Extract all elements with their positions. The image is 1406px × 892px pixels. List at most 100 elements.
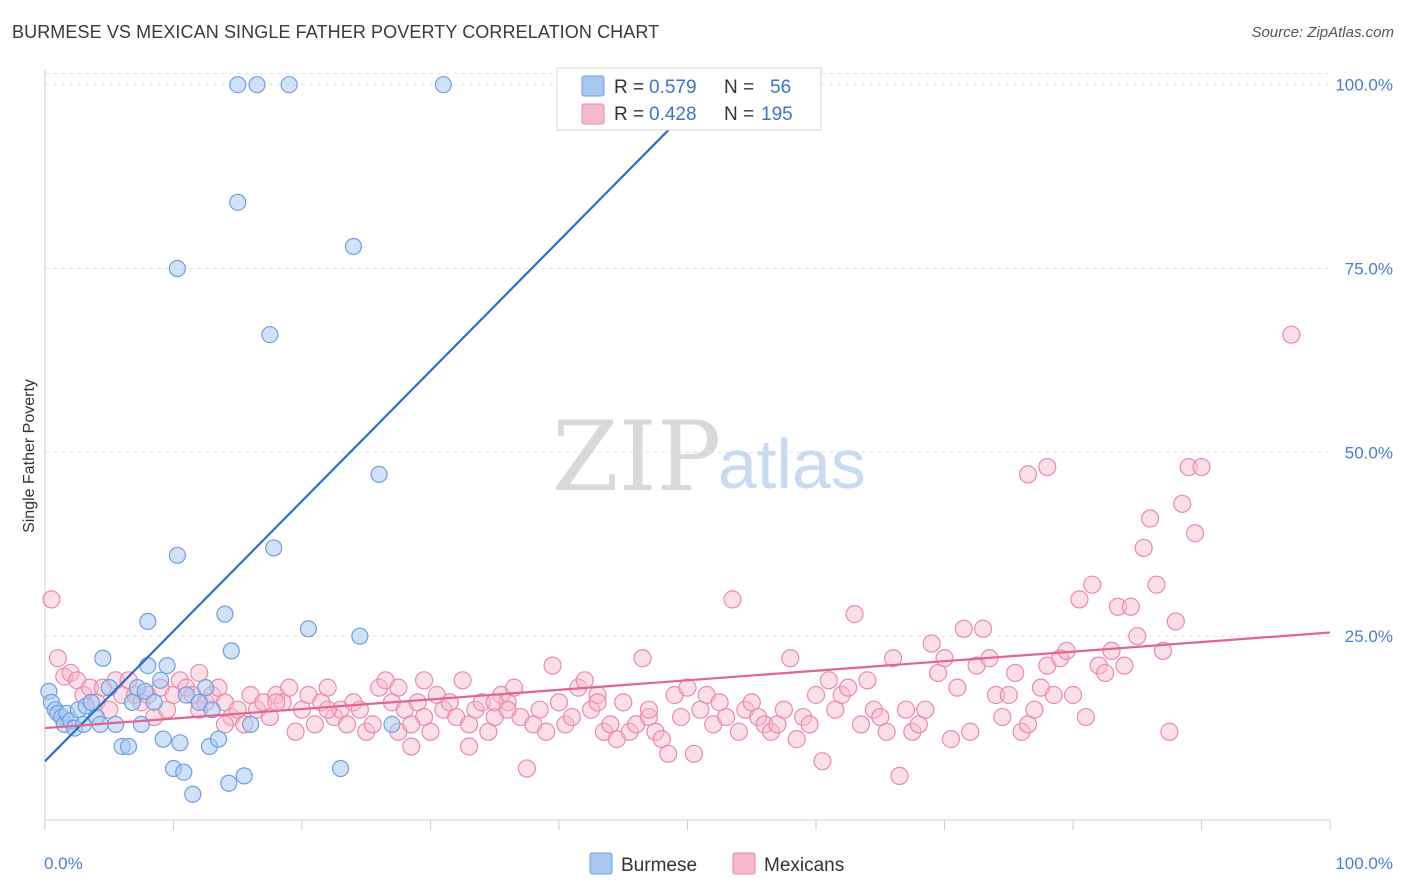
mexicans-point [170, 671, 190, 690]
source-label: Source: ZipAtlas.com [1251, 24, 1394, 41]
mexicans-point [993, 707, 1012, 727]
mexicans-point [954, 619, 973, 638]
mexicans-point [318, 678, 337, 697]
mexicans-point [472, 693, 491, 712]
mexicans-point [1160, 722, 1179, 741]
burmese-point [190, 693, 208, 711]
mexicans-point [1121, 597, 1140, 616]
burmese-point [136, 682, 154, 700]
mexicans-point [1179, 457, 1198, 477]
legend-swatch-burmese [581, 75, 605, 97]
burmese-point [209, 730, 228, 748]
mexicans-point [941, 730, 961, 749]
mexicans-point [1025, 700, 1044, 719]
burmese-point [168, 259, 186, 278]
mexicans-trend-line [44, 631, 1331, 730]
mexicans-point [890, 766, 909, 785]
mexicans-point [819, 671, 838, 690]
legend-n-label-1: N = [724, 77, 754, 98]
mexicans-point [1282, 325, 1301, 344]
burmese-point [171, 734, 189, 752]
legend-r-label-1: R = [614, 77, 644, 98]
mexicans-point [1044, 685, 1063, 705]
mexicans-point [1076, 707, 1095, 727]
tick-labels: 25.0% 50.0% 75.0% 100.0% 0.0% 100.0% [44, 76, 1393, 873]
watermark-atlas: atlas [718, 425, 866, 503]
mexicans-point [633, 649, 652, 668]
mexicans-point [806, 685, 826, 705]
burmese-point [123, 693, 141, 711]
mexicans-point [549, 693, 569, 712]
mexicans-point [1115, 656, 1134, 675]
mexicans-point [922, 634, 941, 653]
mexicans-point [1140, 509, 1160, 528]
mexicans-point [620, 722, 639, 741]
burmese-points [40, 76, 452, 803]
burmese-point [344, 237, 362, 256]
mexicans-point [851, 715, 871, 734]
legend-r-value-2: 0.428 [649, 104, 697, 125]
mexicans-point [1038, 457, 1057, 477]
mexicans-point [280, 678, 299, 697]
mexicans-point [858, 671, 877, 690]
series-legend: Burmese Mexicans [589, 852, 844, 876]
mexicans-point [1147, 575, 1166, 594]
burmese-point [220, 774, 238, 792]
burmese-trend-line [44, 83, 714, 762]
burmese-point [139, 612, 157, 631]
mexicans-point [318, 700, 337, 719]
mexicans-point [402, 715, 421, 734]
bottom-legend-swatch-mexicans [732, 852, 756, 875]
burmese-point [184, 785, 202, 803]
mexicans-point [337, 715, 357, 734]
mexicans-points [42, 325, 1301, 785]
burmese-point [177, 686, 195, 704]
mexicans-point [864, 700, 883, 719]
burmese-point [145, 693, 163, 711]
burmese-point [222, 642, 240, 660]
mexicans-point [999, 685, 1018, 705]
burmese-point [248, 76, 266, 94]
burmese-point [265, 539, 283, 557]
trend-lines [44, 83, 1331, 762]
y-tick-label-3: 100.0% [1335, 76, 1393, 95]
mexicans-point [543, 656, 562, 675]
burmese-point [242, 715, 260, 734]
mexicans-point [190, 663, 209, 683]
burmese-point [370, 465, 388, 484]
burmese-point [351, 627, 369, 645]
y-axis-title: Single Father Poverty [21, 379, 38, 533]
mexicans-point [973, 619, 993, 638]
mexicans-point [1166, 612, 1185, 631]
y-tick-label-0: 25.0% [1345, 627, 1393, 646]
burmese-point [434, 76, 452, 94]
mexicans-point [614, 693, 633, 712]
mexicans-point [896, 700, 916, 719]
legend-n-label-2: N = [724, 104, 754, 125]
mexicans-point [1173, 494, 1192, 513]
mexicans-point [755, 715, 774, 734]
mexicans-point [389, 678, 408, 697]
mexicans-point [575, 671, 594, 690]
burmese-point [132, 715, 150, 734]
mexicans-point [402, 737, 421, 756]
x-tick-label-1: 100.0% [1335, 854, 1393, 873]
mexicans-point [459, 737, 479, 756]
burmese-point [261, 326, 279, 344]
burmese-point [203, 701, 221, 719]
mexicans-point [530, 700, 549, 719]
legend-swatch-mexicans [581, 103, 605, 125]
mexicans-point [781, 649, 800, 668]
legend-r-label-2: R = [614, 104, 644, 125]
mexicans-point [1012, 722, 1031, 741]
burmese-point [216, 605, 234, 623]
mexicans-point [916, 700, 935, 719]
mexicans-point [453, 671, 472, 690]
mexicans-point [787, 730, 806, 749]
mexicans-point [562, 707, 581, 727]
bottom-legend-burmese: Burmese [621, 855, 697, 876]
burmese-point [152, 671, 170, 689]
mexicans-point [723, 590, 742, 609]
mexicans-point [61, 663, 80, 683]
mexicans-point [357, 722, 376, 741]
